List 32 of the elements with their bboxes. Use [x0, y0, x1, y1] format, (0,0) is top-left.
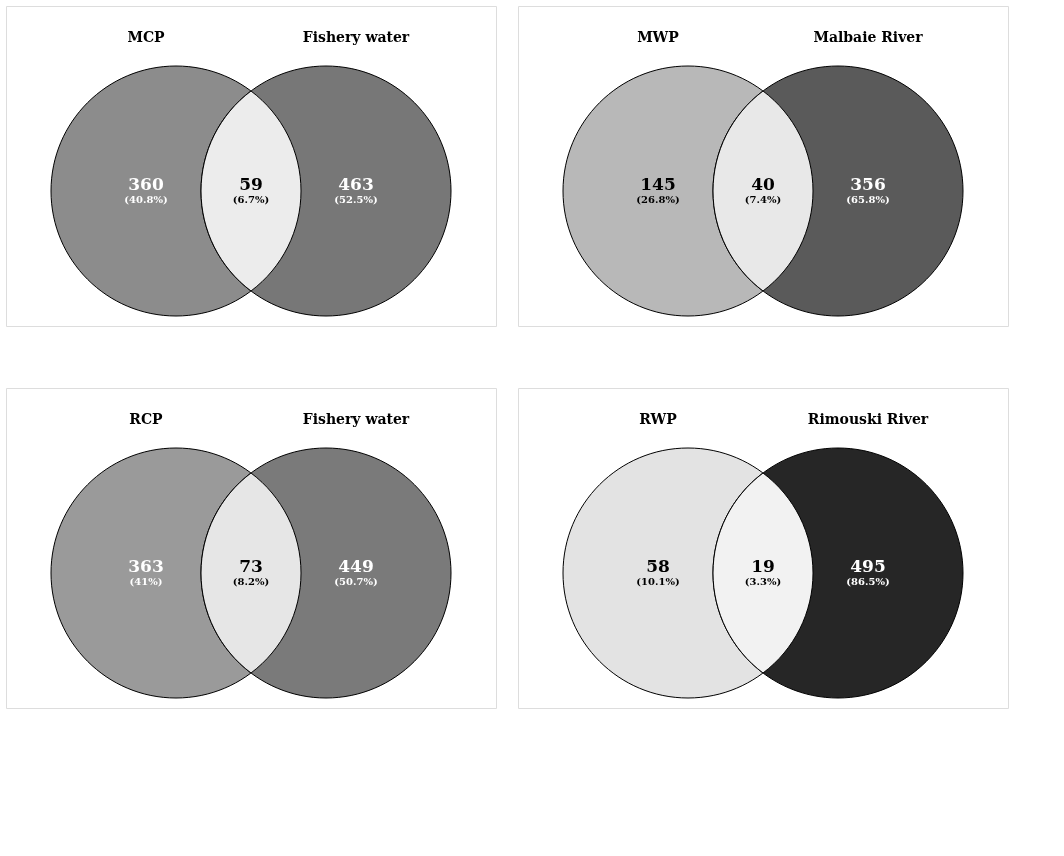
data-label: 19 — [751, 556, 775, 576]
category-label: Malbaie River — [813, 29, 924, 45]
text: (40.8%) — [124, 194, 168, 205]
category-label: MCP — [127, 29, 166, 45]
text: (50.7%) — [334, 576, 378, 587]
data-label: 463 — [338, 174, 374, 194]
data-label: 40 — [751, 174, 775, 194]
text: (52.5%) — [334, 194, 378, 205]
data-label: 73 — [239, 556, 263, 576]
text: (7.4%) — [744, 194, 782, 205]
text: (26.8%) — [636, 194, 680, 205]
text: (10.1%) — [636, 576, 680, 587]
category-label: Rimouski River — [807, 411, 929, 427]
category-label: RCP — [129, 411, 164, 427]
data-label: 449 — [338, 556, 374, 576]
data-label: 145 — [640, 174, 676, 194]
text: (41%) — [129, 576, 163, 587]
data-label: 495 — [850, 556, 886, 576]
text: (86.5%) — [846, 576, 890, 587]
data-label: 356 — [850, 174, 886, 194]
data-label: 59 — [239, 174, 263, 194]
text: (6.7%) — [232, 194, 270, 205]
text: (65.8%) — [846, 194, 890, 205]
text: (3.3%) — [744, 576, 782, 587]
category-label: MWP — [637, 29, 680, 45]
data-label: 58 — [646, 556, 670, 576]
data-label: 360 — [128, 174, 164, 194]
category-label: RWP — [639, 411, 678, 427]
category-label: Fishery water — [302, 29, 410, 45]
text: (8.2%) — [232, 576, 270, 587]
data-label: 363 — [128, 556, 164, 576]
category-label: Fishery water — [302, 411, 410, 427]
